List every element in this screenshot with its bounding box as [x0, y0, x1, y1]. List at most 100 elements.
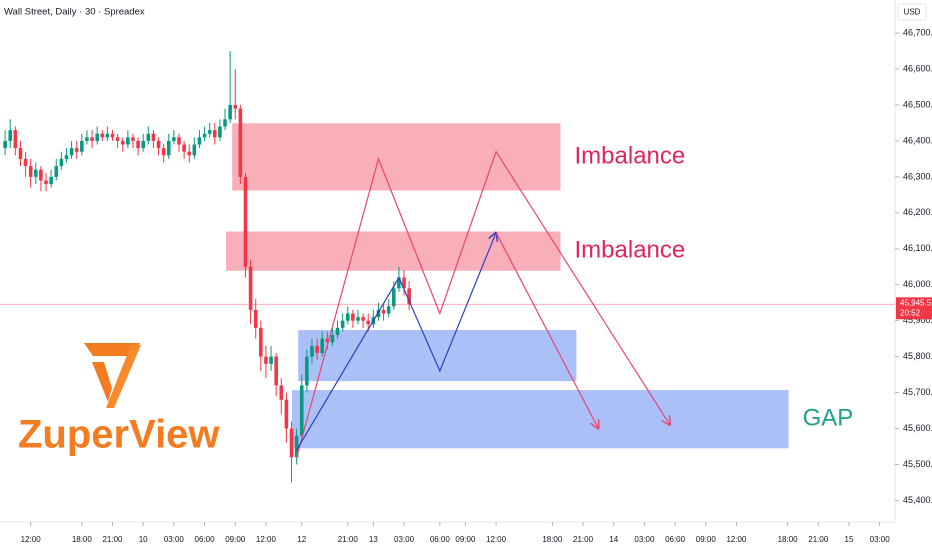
- x-tick-label: 12:00: [21, 535, 42, 544]
- x-tick-label: 18:00: [542, 535, 563, 544]
- candle-body: [407, 288, 411, 305]
- candle-body: [100, 133, 105, 138]
- zone: [226, 231, 561, 271]
- trend-path: [296, 150, 670, 458]
- candle-body: [161, 148, 166, 156]
- y-tick-label: 45,600.0: [903, 423, 932, 433]
- candle-body: [95, 133, 99, 141]
- brand-logo: ZuperView: [18, 343, 220, 457]
- x-tick-label: 21:00: [808, 535, 829, 544]
- last-price-box: [896, 297, 932, 320]
- chart-title: Wall Street, Daily · 30 · Spreadex: [4, 7, 145, 18]
- x-tick-label: 12:00: [256, 535, 277, 544]
- candle-body: [39, 169, 43, 181]
- trend-path: [495, 232, 598, 429]
- candle-body: [141, 140, 145, 149]
- x-tick-label: 10: [139, 535, 148, 544]
- candle-body: [172, 137, 176, 141]
- candle-body: [18, 148, 23, 159]
- zones: Imbalance Imbalance GAP: [226, 123, 854, 449]
- candle-body: [69, 148, 74, 156]
- x-tick-label: 03:00: [870, 535, 891, 544]
- candle-body: [366, 320, 371, 325]
- candle-body: [269, 356, 273, 364]
- candle-body: [397, 277, 401, 289]
- x-tick-label: 03:00: [634, 535, 655, 544]
- candle-body: [13, 130, 18, 149]
- candle-body: [299, 385, 304, 436]
- candle-body: [386, 306, 391, 314]
- x-tick-label: 12: [297, 535, 306, 544]
- x-tick-label: 18:00: [72, 535, 93, 544]
- candle-body: [85, 137, 89, 141]
- candle-body: [177, 137, 181, 145]
- zone: [298, 330, 577, 382]
- y-tick-label: 46,600.0: [903, 63, 932, 73]
- candle-body: [182, 144, 186, 152]
- x-tick-label: 12:00: [486, 535, 507, 544]
- candle-body: [187, 151, 192, 156]
- candle-body: [74, 148, 79, 152]
- candle-body: [146, 133, 151, 141]
- y-tick-label: 46,100.0: [903, 243, 932, 253]
- last-price: 45,945.520:52: [0, 297, 932, 320]
- time-axis: 12:00 18:00 21:00 10 03:00 06:00 09:00 12:00 12 2…: [21, 522, 891, 544]
- candle-body: [151, 133, 156, 141]
- candle-body: [320, 338, 324, 354]
- logo-bar: [84, 343, 140, 356]
- candle-body: [105, 133, 110, 138]
- candle-body: [248, 266, 253, 310]
- candle-body: [64, 155, 69, 159]
- candle-body: [243, 176, 248, 267]
- candle-body: [156, 140, 161, 149]
- zone-label: Imbalance: [575, 236, 686, 263]
- y-tick-label: 45,700.0: [903, 387, 932, 397]
- price-axis: 46,700.0 46,600.0 46,500.0 46,400.0 46,300.0…: [895, 27, 932, 505]
- currency[interactable]: USD: [904, 8, 921, 17]
- candle-body: [238, 108, 243, 177]
- y-tick-label: 45,400.0: [903, 495, 932, 505]
- candle-body: [345, 313, 350, 321]
- currency-box[interactable]: [897, 3, 927, 21]
- candle-body: [376, 309, 381, 318]
- candle-body: [305, 356, 309, 386]
- candle-body: [325, 338, 330, 343]
- last-price-label: 45,945.5: [900, 298, 932, 307]
- candle-body: [289, 428, 294, 458]
- y-tick-label: 46,300.0: [903, 171, 932, 181]
- candle-body: [115, 137, 120, 141]
- y-tick-label: 45,500.0: [903, 459, 932, 469]
- candle-body: [361, 317, 365, 321]
- x-tick-label: 12:00: [726, 535, 747, 544]
- candle-body: [330, 335, 335, 343]
- candle-body: [110, 133, 115, 138]
- candle-body: [8, 130, 13, 141]
- candle-body: [274, 356, 278, 386]
- candle-body: [54, 166, 59, 177]
- zone: [292, 390, 789, 449]
- candle-body: [197, 137, 202, 145]
- candle-body: [28, 166, 33, 177]
- candle-body: [228, 104, 232, 120]
- candle-body: [202, 133, 207, 138]
- trend-path: [296, 233, 496, 451]
- x-tick-label: 03:00: [164, 535, 185, 544]
- zone-label: GAP: [803, 405, 854, 432]
- candle-body: [233, 104, 238, 109]
- candle-body: [356, 317, 360, 321]
- y-tick-label: 45,800.0: [903, 351, 932, 361]
- candle-body: [126, 137, 130, 145]
- candle-body: [23, 158, 28, 167]
- candle-body: [392, 288, 396, 307]
- candle-body: [279, 385, 284, 400]
- countdown: 20:52: [900, 308, 921, 317]
- candle-body: [264, 356, 268, 364]
- y-tick-label: 46,500.0: [903, 99, 932, 109]
- candle-body: [131, 137, 135, 141]
- x-tick-label: 03:00: [394, 535, 415, 544]
- brand-name: ZuperView: [18, 413, 220, 457]
- candle-body: [310, 345, 314, 357]
- x-tick-label: 21:00: [338, 535, 359, 544]
- zone-label: Imbalance: [575, 142, 686, 169]
